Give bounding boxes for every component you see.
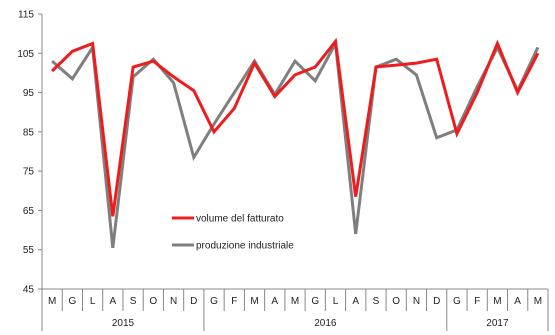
y-tick-label: 75: [23, 167, 35, 178]
y-tick-label: 95: [23, 88, 35, 99]
x-tick-label: F: [231, 296, 237, 307]
x-year-label: 2017: [486, 318, 509, 329]
y-tick-label: 65: [23, 206, 35, 217]
series-layer: [51, 37, 540, 248]
x-year-label: 2015: [112, 318, 135, 329]
x-tick-label: O: [392, 296, 400, 307]
x-tick-label: S: [373, 296, 380, 307]
y-tick-label: 85: [23, 127, 35, 138]
x-tick-label: O: [149, 296, 157, 307]
x-tick-label: G: [311, 296, 319, 307]
x-tick-label: D: [190, 296, 197, 307]
x-tick-label: A: [352, 296, 359, 307]
x-tick-label: G: [453, 296, 461, 307]
legend-label: produzione industriale: [196, 241, 294, 252]
x-tick-label: N: [170, 296, 177, 307]
x-year-label: 2016: [314, 318, 337, 329]
x-tick-label: A: [514, 296, 521, 307]
x-tick-label: A: [110, 296, 117, 307]
x-tick-label: M: [48, 296, 56, 307]
axes: 45 55 65 75 85 95 105 115 M G L A S O N D G F M A M G L A S O N D G F…: [17, 10, 549, 331]
x-tick-label: S: [130, 296, 137, 307]
x-tick-label: M: [291, 296, 299, 307]
x-tick-label: L: [90, 296, 96, 307]
x-tick-label: M: [534, 296, 542, 307]
x-tick-label: L: [333, 296, 339, 307]
x-tick-label: D: [433, 296, 440, 307]
y-tick-label: 55: [23, 245, 35, 256]
x-tick-label: G: [68, 296, 76, 307]
x-tick-label: G: [210, 296, 218, 307]
x-tick-label: M: [493, 296, 501, 307]
legend: volume del fatturato produzione industria…: [172, 214, 294, 252]
y-tick-label: 115: [18, 10, 34, 21]
y-tick-label: 45: [23, 285, 35, 296]
x-tick-label: M: [250, 296, 258, 307]
series-line: [51, 37, 540, 217]
x-tick-label: N: [413, 296, 420, 307]
x-tick-label: F: [474, 296, 480, 307]
legend-label: volume del fatturato: [196, 214, 284, 225]
y-tick-label: 105: [17, 49, 34, 60]
x-tick-label: A: [271, 296, 278, 307]
